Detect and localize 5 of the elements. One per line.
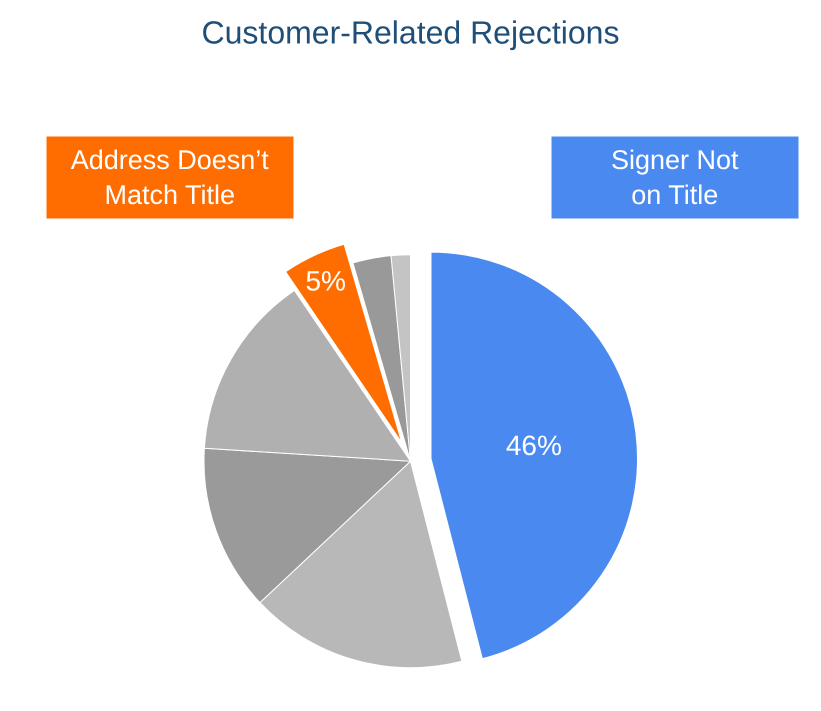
slice-label: Address Doesn’t Match Title [70, 145, 270, 210]
data-label: 5% [305, 265, 346, 296]
data-label: 46% [506, 430, 562, 462]
slice-label: Signer Not on Title [610, 145, 740, 210]
chart-title: Customer-Related Rejections [202, 14, 620, 51]
